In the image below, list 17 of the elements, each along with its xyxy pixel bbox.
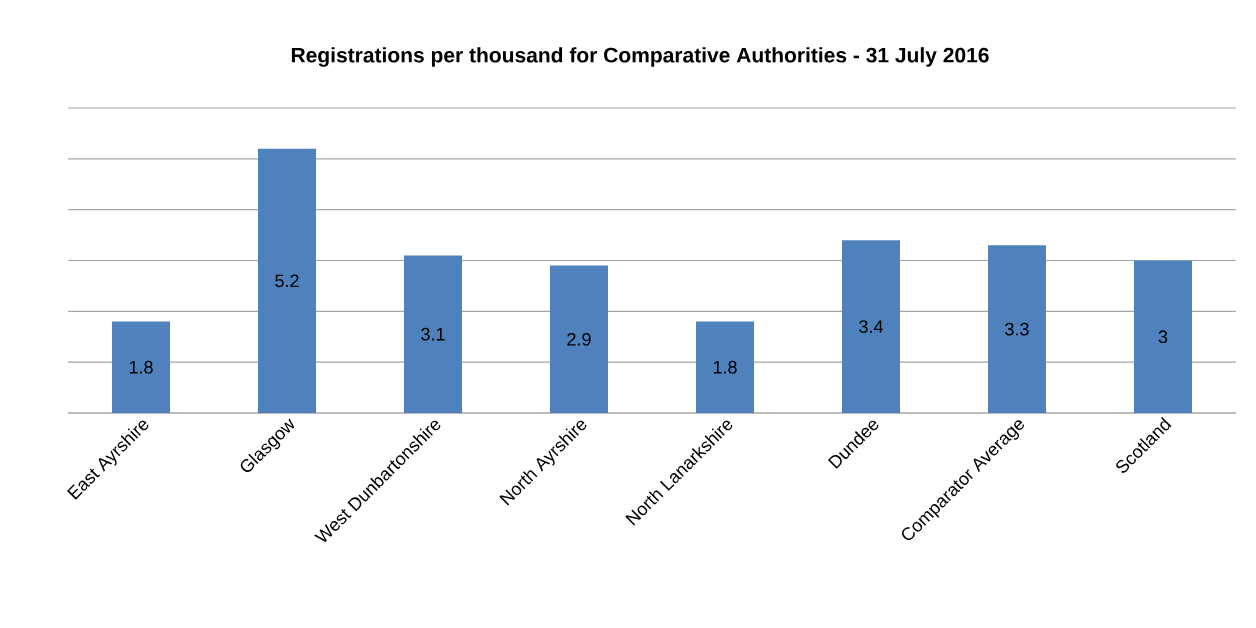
bar	[258, 148, 316, 413]
bar	[404, 255, 462, 413]
data-label: 2.9	[567, 332, 591, 346]
bar	[841, 240, 900, 413]
bar	[549, 265, 608, 413]
bar	[1133, 260, 1192, 413]
bar	[112, 321, 171, 413]
bar	[695, 321, 754, 413]
data-label: 5.2	[275, 274, 299, 288]
data-label: 1.8	[129, 360, 153, 374]
data-label: 1.8	[713, 360, 737, 374]
data-label: 3.1	[421, 327, 445, 341]
data-label: 3.3	[1005, 322, 1029, 336]
data-label: 3.4	[859, 320, 883, 333]
chart-title: Registrations per thousand for Comparative Authorities - 31 July 2016	[291, 47, 989, 67]
data-label: 3	[1158, 330, 1168, 344]
bar	[987, 245, 1046, 413]
